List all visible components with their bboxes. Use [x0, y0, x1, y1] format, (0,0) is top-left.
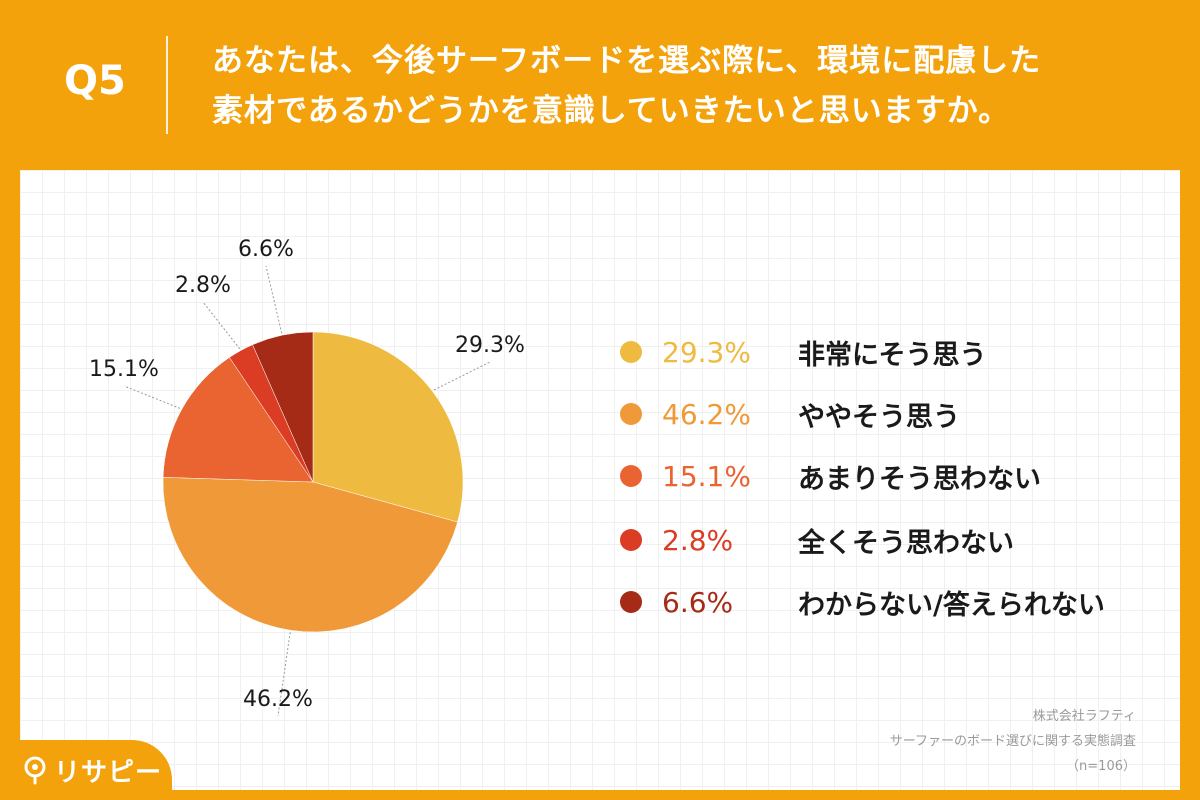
- pie-slice: [162, 357, 314, 483]
- leader-line: [433, 361, 491, 391]
- legend-percent: 2.8%: [662, 523, 734, 557]
- header-divider: [166, 36, 168, 134]
- legend-dot: [620, 341, 642, 363]
- legend-label: あまりそう思わない: [798, 463, 1041, 495]
- question-line-1: あなたは、今後サーフボードを選ぶ際に、環境に配慮した: [212, 43, 1042, 79]
- legend-item: 29.3% 非常にそう思う: [620, 332, 986, 372]
- data-label: 46.2%: [243, 687, 313, 712]
- legend-percent: 15.1%: [662, 459, 751, 493]
- source-note: 株式会社ラフティ サーファーのボード選びに関する実態調査 （n=106）: [890, 704, 1136, 779]
- chart-panel: 29.3% 46.2% 15.1% 2.8% 6.6% 29.3% 非常にそう思う 46…: [20, 170, 1180, 790]
- legend-item: 2.8% 全くそう思わない: [620, 520, 1014, 560]
- pie-slice: [252, 331, 314, 483]
- legend-label: わからない/答えられない: [798, 589, 1105, 621]
- header: Q5 あなたは、今後サーフボードを選ぶ際に、環境に配慮した 素材であるかどうかを…: [0, 0, 1200, 170]
- source-survey: サーファーのボード選びに関する実態調査: [889, 734, 1136, 749]
- brand-logo: リサピー: [0, 740, 172, 800]
- legend-item: 15.1% あまりそう思わない: [620, 456, 1041, 496]
- question-line-2: 素材であるかどうかを意識していきたいと思いますか。: [212, 93, 1011, 129]
- pie-chart: 29.3% 46.2% 15.1% 2.8% 6.6%: [89, 237, 525, 717]
- pie-slice: [312, 331, 464, 523]
- legend-dot: [620, 403, 642, 425]
- legend-percent: 29.3%: [662, 335, 751, 369]
- legend-label: 全くそう思わない: [798, 527, 1014, 559]
- pie-slice: [162, 477, 458, 633]
- pin-icon: [24, 756, 46, 785]
- legend-label: ややそう思う: [798, 401, 960, 433]
- source-sample: （n=106）: [1066, 759, 1136, 774]
- data-label: 6.6%: [238, 237, 294, 262]
- legend-label: 非常にそう思う: [798, 339, 987, 371]
- legend-item: 46.2% ややそう思う: [620, 394, 960, 434]
- leader-line: [202, 301, 241, 350]
- legend-percent: 6.6%: [662, 585, 734, 619]
- legend-dot: [620, 591, 642, 613]
- data-label: 2.8%: [175, 273, 231, 298]
- leader-line: [265, 265, 283, 334]
- legend-dot: [620, 529, 642, 551]
- leader-line: [123, 385, 181, 409]
- legend-percent: 46.2%: [662, 397, 751, 431]
- legend-dot: [620, 465, 642, 487]
- question-number: Q5: [64, 58, 126, 104]
- data-label: 29.3%: [455, 333, 525, 358]
- data-label: 15.1%: [89, 357, 159, 382]
- legend-item: 6.6% わからない/答えられない: [620, 582, 1105, 622]
- question-text: あなたは、今後サーフボードを選ぶ際に、環境に配慮した 素材であるかどうかを意識し…: [212, 36, 1172, 136]
- brand-name: リサピー: [54, 757, 163, 788]
- source-company: 株式会社ラフティ: [1032, 709, 1136, 724]
